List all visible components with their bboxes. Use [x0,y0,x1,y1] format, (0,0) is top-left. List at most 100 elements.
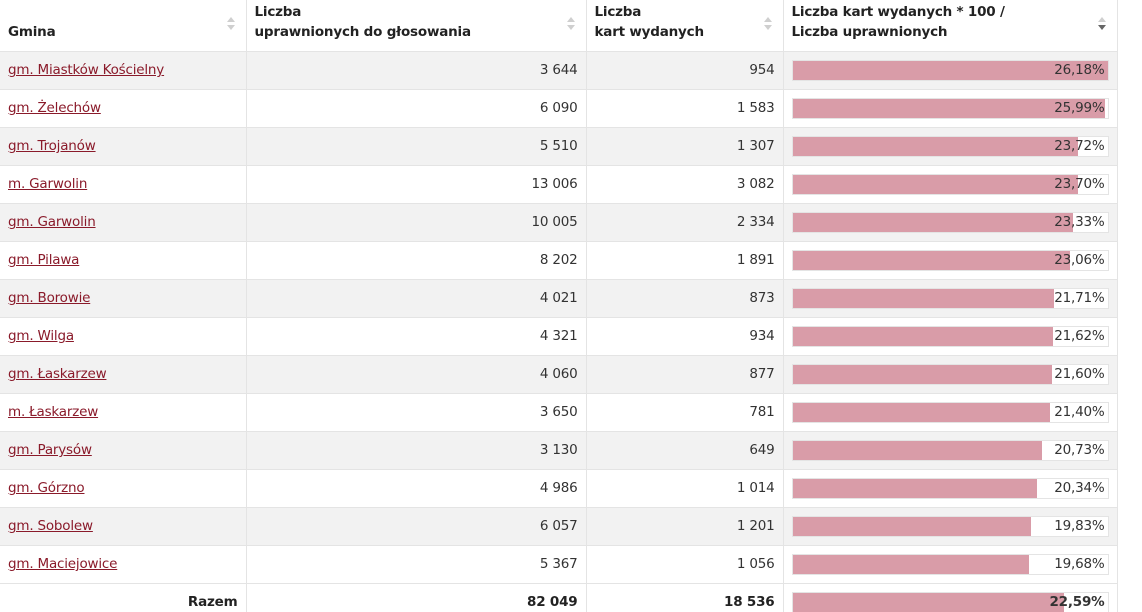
uprawnieni-cell: 8 202 [246,241,587,280]
frekwencja-bar-fill [792,60,1108,80]
table-row: gm. Łaskarzew 4 060 877 21,60% [0,355,1118,394]
total-frekwencja-cell: 22,59% [783,583,1118,612]
column-header-gmina[interactable]: Gmina [0,0,247,52]
gmina-link[interactable]: gm. Miastków Kościelny [8,62,165,78]
frekwencja-bar-fill [792,478,1038,498]
table-row: gm. Miastków Kościelny 3 644 954 26,18% [0,51,1118,90]
frekwencja-cell: 19,83% [783,507,1118,546]
gmina-cell: gm. Miastków Kościelny [0,51,247,90]
total-karty: 18 536 [586,583,784,612]
frekwencja-cell: 25,99% [783,89,1118,128]
frekwencja-bar: 23,72% [791,135,1109,157]
gmina-link[interactable]: gm. Sobolew [8,518,93,534]
karty-cell: 1 201 [586,507,784,546]
karty-cell: 1 056 [586,545,784,584]
gmina-link[interactable]: gm. Parysów [8,442,92,458]
sort-icon[interactable] [226,14,236,34]
frekwencja-bar: 20,73% [791,439,1109,461]
frekwencja-cell: 23,70% [783,165,1118,204]
total-frekwencja-bar-fill [792,592,1065,612]
table-row: gm. Pilawa 8 202 1 891 23,06% [0,241,1118,280]
sort-descending-icon[interactable] [1097,14,1107,34]
table-row: gm. Górzno 4 986 1 014 20,34% [0,469,1118,508]
frekwencja-bar-fill [792,250,1070,270]
frekwencja-bar-fill [792,288,1054,308]
gmina-link[interactable]: m. Łaskarzew [8,404,99,420]
gmina-link[interactable]: gm. Górzno [8,480,85,496]
frekwencja-value: 21,60% [1054,365,1105,382]
gmina-link[interactable]: m. Garwolin [8,176,88,192]
gmina-link[interactable]: gm. Borowie [8,290,91,306]
frekwencja-bar: 19,68% [791,553,1109,575]
gmina-link[interactable]: gm. Garwolin [8,214,96,230]
sort-icon[interactable] [763,14,773,34]
frekwencja-bar: 23,33% [791,211,1109,233]
frekwencja-bar-fill [792,174,1078,194]
header-line-2: kart wydanych [594,24,705,40]
table-row: gm. Parysów 3 130 649 20,73% [0,431,1118,470]
frekwencja-bar-fill [792,98,1106,118]
gmina-cell: m. Garwolin [0,165,247,204]
gmina-link[interactable]: gm. Trojanów [8,138,96,154]
frekwencja-bar-fill [792,554,1030,574]
karty-cell: 954 [586,51,784,90]
gmina-link[interactable]: gm. Pilawa [8,252,80,268]
results-table: Gmina Liczba uprawnionych do głosowania … [0,0,1118,612]
frekwencja-bar: 20,34% [791,477,1109,499]
frekwencja-value: 21,71% [1054,289,1105,306]
karty-cell: 1 583 [586,89,784,128]
uprawnieni-cell: 3 644 [246,51,587,90]
karty-cell: 1 014 [586,469,784,508]
uprawnieni-cell: 4 021 [246,279,587,318]
frekwencja-cell: 20,34% [783,469,1118,508]
gmina-cell: gm. Górzno [0,469,247,508]
column-header-label: Gmina [8,24,56,40]
frekwencja-cell: 20,73% [783,431,1118,470]
column-header-uprawnieni[interactable]: Liczba uprawnionych do głosowania [246,0,587,52]
gmina-link[interactable]: gm. Maciejowice [8,556,118,572]
uprawnieni-cell: 5 510 [246,127,587,166]
gmina-cell: gm. Sobolew [0,507,247,546]
karty-cell: 1 891 [586,241,784,280]
table-row: gm. Garwolin 10 005 2 334 23,33% [0,203,1118,242]
frekwencja-value: 20,34% [1054,479,1105,496]
uprawnieni-cell: 3 650 [246,393,587,432]
karty-cell: 3 082 [586,165,784,204]
frekwencja-cell: 23,72% [783,127,1118,166]
header-line-2: Liczba uprawnionych [791,24,948,40]
column-header-label: Liczba kart wydanych * 100 / Liczba upra… [792,0,1109,42]
gmina-link[interactable]: gm. Żelechów [8,100,101,116]
frekwencja-bar-fill [792,516,1032,536]
sort-icon[interactable] [566,14,576,34]
header-line-1: Liczba [594,4,642,20]
gmina-cell: gm. Łaskarzew [0,355,247,394]
uprawnieni-cell: 5 367 [246,545,587,584]
table-row: m. Łaskarzew 3 650 781 21,40% [0,393,1118,432]
column-header-label: Liczba kart wydanych [595,0,775,42]
frekwencja-cell: 26,18% [783,51,1118,90]
frekwencja-value: 25,99% [1054,99,1105,116]
frekwencja-value: 26,18% [1054,61,1105,78]
table-body: gm. Miastków Kościelny 3 644 954 26,18% … [0,51,1118,612]
frekwencja-bar-fill [792,440,1042,460]
gmina-cell: gm. Parysów [0,431,247,470]
karty-cell: 649 [586,431,784,470]
gmina-cell: gm. Wilga [0,317,247,356]
gmina-link[interactable]: gm. Wilga [8,328,74,344]
frekwencja-cell: 23,06% [783,241,1118,280]
karty-cell: 934 [586,317,784,356]
gmina-cell: gm. Garwolin [0,203,247,242]
gmina-link[interactable]: gm. Łaskarzew [8,366,107,382]
frekwencja-value: 23,06% [1054,251,1105,268]
header-row: Gmina Liczba uprawnionych do głosowania … [0,0,1118,52]
table-row: gm. Wilga 4 321 934 21,62% [0,317,1118,356]
frekwencja-cell: 19,68% [783,545,1118,584]
frekwencja-cell: 21,40% [783,393,1118,432]
uprawnieni-cell: 10 005 [246,203,587,242]
column-header-frekwencja[interactable]: Liczba kart wydanych * 100 / Liczba upra… [783,0,1118,52]
column-header-karty[interactable]: Liczba kart wydanych [586,0,784,52]
frekwencja-bar: 21,40% [791,401,1109,423]
table-row: gm. Żelechów 6 090 1 583 25,99% [0,89,1118,128]
column-header-label: Liczba uprawnionych do głosowania [255,0,578,42]
karty-cell: 1 307 [586,127,784,166]
